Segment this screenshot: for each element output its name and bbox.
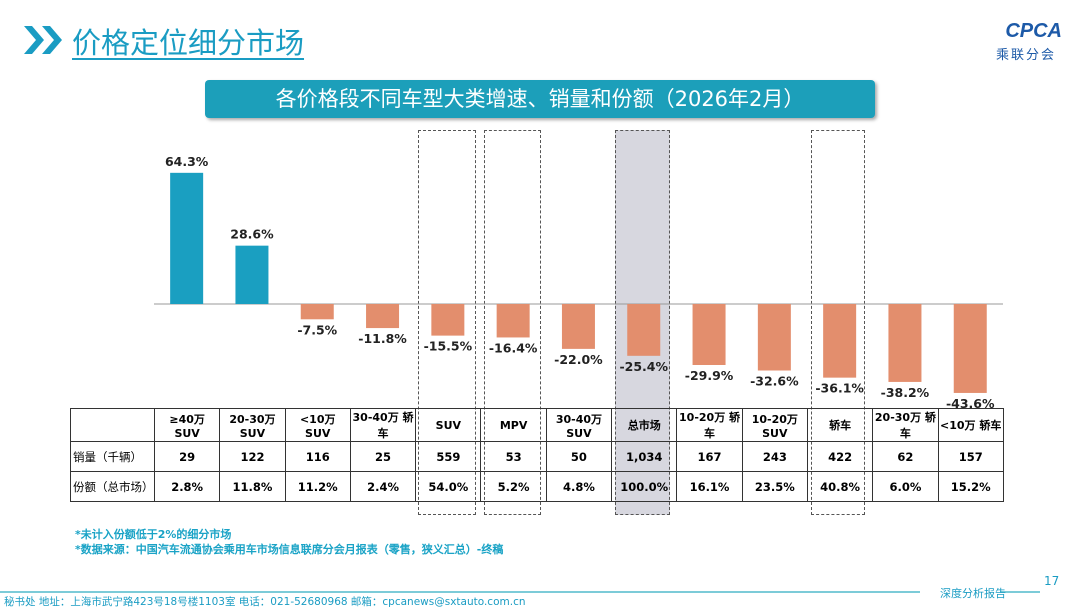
- bar-chart: 64.3% 28.6% -7.5% -11.8% -15.5% -16.4% -22.0% -…: [154, 154, 1003, 410]
- data-label: -16.4%: [489, 340, 538, 355]
- table-cell: 122: [219, 441, 286, 472]
- column-header: 总市场: [611, 408, 678, 442]
- highlight-box-mpv: [484, 130, 541, 515]
- column-header: 10-20万 轿车: [676, 408, 743, 442]
- row-label: 份额（总市场）: [70, 471, 155, 502]
- bar: [692, 304, 726, 365]
- table-cell: 4.8%: [545, 471, 613, 502]
- data-label: -7.5%: [297, 322, 337, 337]
- data-label: -22.0%: [554, 352, 603, 367]
- table-cell: 23.5%: [741, 471, 808, 502]
- table-cell: 167: [676, 441, 743, 472]
- column-header: SUV: [415, 408, 482, 442]
- data-label: -11.8%: [358, 331, 407, 346]
- table-cell: 5.2%: [480, 471, 547, 502]
- bar: [757, 304, 791, 371]
- column-header: 10-20万 SUV: [741, 408, 808, 442]
- table-cell: 100.0%: [611, 471, 678, 502]
- highlight-box-suv: [418, 130, 476, 515]
- data-label: -43.6%: [946, 396, 995, 410]
- table-cell: 2.8%: [153, 471, 221, 502]
- column-header: 轿车: [806, 408, 874, 442]
- table-row: 份额（总市场） 2.8% 11.8% 11.2% 2.4% 54.0% 5.2% 4.8% 10…: [70, 471, 1004, 502]
- cpca-logo: CPCA 乘联分会: [995, 20, 1062, 63]
- table-cell: 6.0%: [872, 471, 939, 502]
- column-header: 20-30万 轿车: [872, 408, 939, 442]
- table-cell: 54.0%: [415, 471, 482, 502]
- footer-divider: [1000, 591, 1040, 593]
- column-header: 30-40万 SUV: [545, 408, 613, 442]
- bar: [888, 304, 922, 382]
- data-label: -32.6%: [750, 374, 799, 389]
- column-header: 30-40万 轿车: [349, 408, 417, 442]
- bar: [627, 304, 661, 356]
- column-header: <10万 SUV: [284, 408, 351, 442]
- table-cell: 559: [415, 441, 482, 472]
- bar: [823, 304, 857, 378]
- footer-address: 秘书处 地址：上海市武宁路423号18号楼1103室 电话：021-526809…: [4, 596, 526, 608]
- bar: [235, 245, 269, 304]
- column-header: <10万 轿车: [937, 408, 1004, 442]
- report-label: 深度分析报告: [940, 587, 1006, 600]
- table-cell: 15.2%: [937, 471, 1004, 502]
- table-cell: 16.1%: [676, 471, 743, 502]
- bar: [366, 304, 400, 329]
- table-cell: 53: [480, 441, 547, 472]
- bar: [561, 304, 595, 349]
- table-header-row: ≥40万 SUV 20-30万 SUV <10万 SUV 30-40万 轿车 SUV MP…: [70, 408, 1004, 442]
- data-label: -36.1%: [815, 381, 864, 396]
- column-header: 20-30万 SUV: [219, 408, 286, 442]
- table-cell: 116: [284, 441, 351, 472]
- data-label: 64.3%: [165, 154, 209, 169]
- bar: [953, 304, 987, 393]
- footer-divider: [0, 591, 920, 593]
- table-cell: 157: [937, 441, 1004, 472]
- chevron-icon: [24, 26, 62, 54]
- table-cell: 243: [741, 441, 808, 472]
- table-cell: 2.4%: [349, 471, 417, 502]
- table-cell: 1,034: [611, 441, 678, 472]
- table-cell: 62: [872, 441, 939, 472]
- column-header: MPV: [480, 408, 547, 442]
- highlight-box-sedan: [811, 130, 865, 515]
- data-label: -29.9%: [685, 368, 734, 383]
- note-source: *数据来源：中国汽车流通协会乘用车市场信息联席分会月报表（零售，狭义汇总）-终稿: [75, 543, 504, 556]
- bar: [496, 304, 530, 338]
- data-table: ≥40万 SUV 20-30万 SUV <10万 SUV 30-40万 轿车 SUV MP…: [70, 408, 1004, 502]
- data-label: -15.5%: [424, 339, 473, 354]
- bar: [300, 304, 334, 320]
- table-cell: 40.8%: [806, 471, 874, 502]
- page-number: 17: [1044, 574, 1060, 588]
- table-cell: 29: [153, 441, 221, 472]
- table-row: 销量（千辆） 29 122 116 25 559 53 50 1,034 167 243 422 62 1…: [70, 441, 1004, 472]
- chart-title-banner: 各价格段不同车型大类增速、销量和份额（2026年2月）: [205, 80, 875, 118]
- bar: [431, 304, 465, 336]
- header-empty-cell: [70, 408, 155, 442]
- table-cell: 11.2%: [284, 471, 351, 502]
- page-title: 价格定位细分市场: [72, 26, 305, 60]
- data-label: -25.4%: [619, 359, 668, 374]
- data-label: -38.2%: [881, 385, 930, 400]
- bar: [170, 172, 204, 304]
- column-header: ≥40万 SUV: [153, 408, 221, 442]
- table-cell: 11.8%: [219, 471, 286, 502]
- table-cell: 422: [806, 441, 874, 472]
- table-cell: 25: [349, 441, 417, 472]
- data-label: 28.6%: [230, 227, 274, 242]
- note-threshold: *未计入份额低于2%的细分市场: [75, 528, 232, 541]
- table-cell: 50: [545, 441, 613, 472]
- row-label: 销量（千辆）: [70, 441, 155, 472]
